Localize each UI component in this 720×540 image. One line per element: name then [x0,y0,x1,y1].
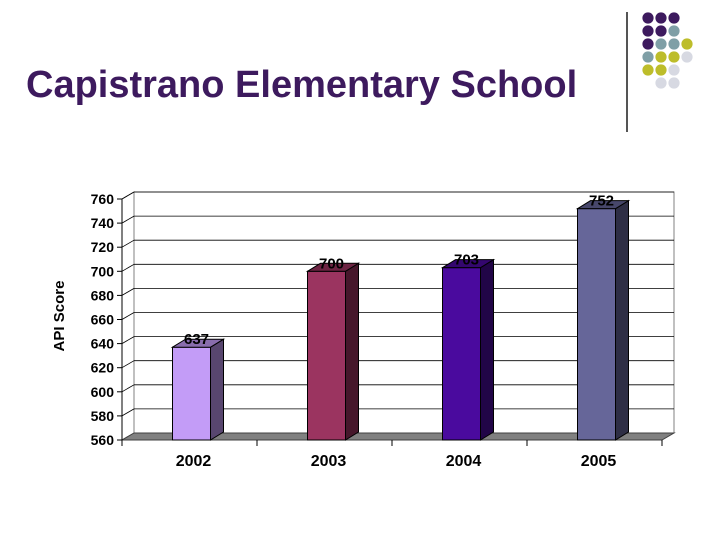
y-tick-label: 640 [91,336,115,352]
gridline-side [121,360,135,369]
bar-front [172,346,211,441]
decorative-dot [642,25,654,37]
bar-top [440,259,496,269]
decorative-dot [668,77,680,89]
y-axis-label: API Score [51,281,68,352]
slide-title: Capistrano Elementary School [26,64,578,106]
gridline-side [121,263,135,272]
bar-2003 [305,262,361,441]
y-tick-label: 760 [91,191,115,207]
decorative-dot [668,64,680,76]
y-tick-label: 600 [91,384,115,400]
bar-side [345,262,359,441]
bar-side [210,338,224,441]
data-label: 752 [589,193,614,210]
y-tick-label: 580 [91,408,115,424]
data-label: 637 [184,331,209,348]
bar-side [480,258,494,441]
y-tick-label: 700 [91,263,115,279]
decorative-dot [668,25,680,37]
gridline-side [121,408,135,417]
bar-front [442,267,481,441]
y-tick-label: 560 [91,432,115,448]
decorative-dot [642,38,654,50]
decorative-dot [655,25,667,37]
decorative-dot [642,51,654,63]
x-tick-label: 2003 [311,453,347,470]
y-tick-label: 680 [91,287,115,303]
title-divider [626,12,628,132]
y-tick-label: 620 [91,360,115,376]
decorative-dot [668,12,680,24]
decorative-dot [655,64,667,76]
bar-2005 [575,199,631,441]
gridline-side [121,288,135,296]
gridline-side [121,312,135,320]
x-tick-label: 2005 [581,453,617,470]
y-tick-label: 740 [91,215,115,231]
data-label: 700 [319,255,344,272]
y-tick-label: 660 [91,312,115,328]
bar-front [577,208,616,441]
x-tick-label: 2004 [446,453,482,470]
decorative-dot [681,38,693,50]
x-tick-label: 2002 [176,453,212,470]
bar-2004 [440,258,496,441]
bar-2002 [170,338,226,441]
decorative-dot [655,51,667,63]
bar-top [575,200,631,210]
gridline-side [121,384,135,393]
gridline-side [121,239,135,248]
bar-side [615,199,629,441]
y-tick-label: 720 [91,239,115,255]
decorative-dot [655,38,667,50]
decorative-dot [655,77,667,89]
decorative-dot [642,64,654,76]
decorative-dot [668,51,680,63]
decorative-dot [655,12,667,24]
gridline-side [121,336,135,344]
decorative-dot [668,38,680,50]
bar-front [307,270,346,441]
gridline-side [121,215,135,224]
decorative-dot [681,51,693,63]
data-label: 703 [454,252,479,269]
bar-top [170,338,226,348]
gridline-side [121,191,135,200]
bar-top [305,262,361,272]
decorative-dot [642,12,654,24]
